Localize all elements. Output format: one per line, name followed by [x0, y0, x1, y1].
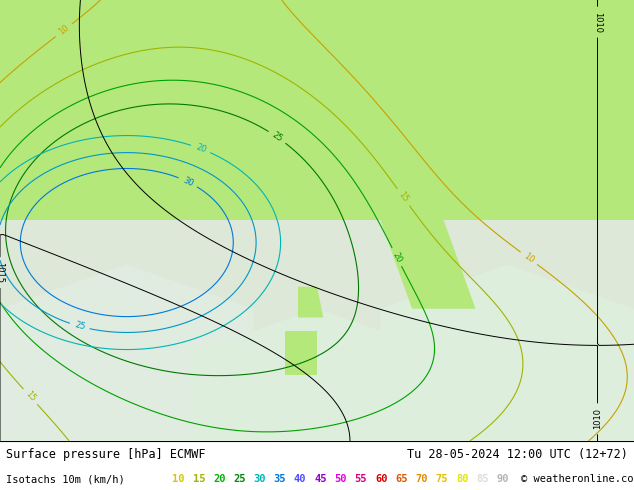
Text: Surface pressure [hPa] ECMWF: Surface pressure [hPa] ECMWF	[6, 448, 206, 461]
Text: 1010: 1010	[593, 12, 602, 33]
Polygon shape	[0, 0, 634, 220]
Polygon shape	[285, 331, 317, 375]
Text: © weatheronline.co.uk: © weatheronline.co.uk	[521, 474, 634, 484]
Text: 1015: 1015	[0, 262, 4, 283]
Text: 20: 20	[213, 474, 226, 484]
Text: Tu 28-05-2024 12:00 UTC (12+72): Tu 28-05-2024 12:00 UTC (12+72)	[407, 448, 628, 461]
Polygon shape	[380, 176, 476, 309]
Text: 25: 25	[74, 320, 86, 332]
Text: 15: 15	[23, 390, 37, 404]
Text: Isotachs 10m (km/h): Isotachs 10m (km/h)	[6, 474, 125, 484]
Polygon shape	[0, 220, 634, 441]
Text: 40: 40	[294, 474, 306, 484]
Text: 85: 85	[476, 474, 489, 484]
Polygon shape	[298, 287, 323, 318]
Text: 50: 50	[335, 474, 347, 484]
Text: 60: 60	[375, 474, 387, 484]
Text: 15: 15	[397, 190, 410, 204]
Text: 10: 10	[522, 251, 536, 265]
Text: 75: 75	[436, 474, 448, 484]
Text: 1010: 1010	[593, 408, 602, 429]
Text: 65: 65	[395, 474, 408, 484]
Text: 20: 20	[194, 143, 207, 155]
Text: 30: 30	[181, 175, 195, 188]
Text: 45: 45	[314, 474, 327, 484]
Text: 25: 25	[233, 474, 246, 484]
Text: 80: 80	[456, 474, 469, 484]
Text: 70: 70	[415, 474, 428, 484]
Text: 35: 35	[274, 474, 286, 484]
Polygon shape	[190, 309, 444, 441]
Polygon shape	[0, 265, 254, 441]
Text: 55: 55	[354, 474, 367, 484]
Text: 10: 10	[57, 24, 70, 37]
Polygon shape	[380, 265, 634, 441]
Text: 20: 20	[391, 250, 403, 264]
Text: 90: 90	[496, 474, 509, 484]
Text: 15: 15	[193, 474, 205, 484]
Text: 30: 30	[254, 474, 266, 484]
Text: 10: 10	[172, 474, 185, 484]
Text: 25: 25	[270, 130, 284, 144]
